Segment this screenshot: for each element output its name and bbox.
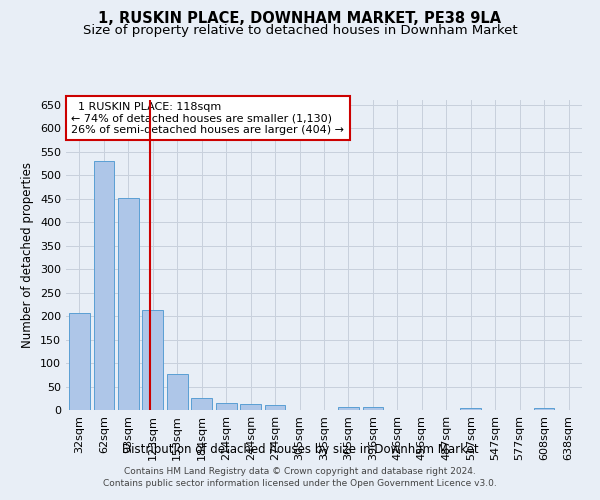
Bar bbox=[265, 406, 286, 410]
Text: 1 RUSKIN PLACE: 118sqm  
← 74% of detached houses are smaller (1,130)
26% of sem: 1 RUSKIN PLACE: 118sqm ← 74% of detached… bbox=[71, 102, 344, 134]
Bar bbox=[142, 310, 163, 410]
Text: Size of property relative to detached houses in Downham Market: Size of property relative to detached ho… bbox=[83, 24, 517, 37]
Bar bbox=[191, 398, 212, 410]
Bar bbox=[167, 374, 188, 410]
Y-axis label: Number of detached properties: Number of detached properties bbox=[22, 162, 34, 348]
Bar bbox=[69, 313, 90, 410]
Bar bbox=[534, 408, 554, 410]
Text: 1, RUSKIN PLACE, DOWNHAM MARKET, PE38 9LA: 1, RUSKIN PLACE, DOWNHAM MARKET, PE38 9L… bbox=[98, 11, 502, 26]
Text: Distribution of detached houses by size in Downham Market: Distribution of detached houses by size … bbox=[122, 442, 478, 456]
Bar bbox=[118, 198, 139, 410]
Text: Contains public sector information licensed under the Open Government Licence v3: Contains public sector information licen… bbox=[103, 478, 497, 488]
Bar bbox=[460, 408, 481, 410]
Bar bbox=[338, 406, 359, 410]
Bar bbox=[216, 403, 236, 410]
Text: Contains HM Land Registry data © Crown copyright and database right 2024.: Contains HM Land Registry data © Crown c… bbox=[124, 468, 476, 476]
Bar bbox=[94, 161, 114, 410]
Bar bbox=[240, 404, 261, 410]
Bar bbox=[362, 406, 383, 410]
